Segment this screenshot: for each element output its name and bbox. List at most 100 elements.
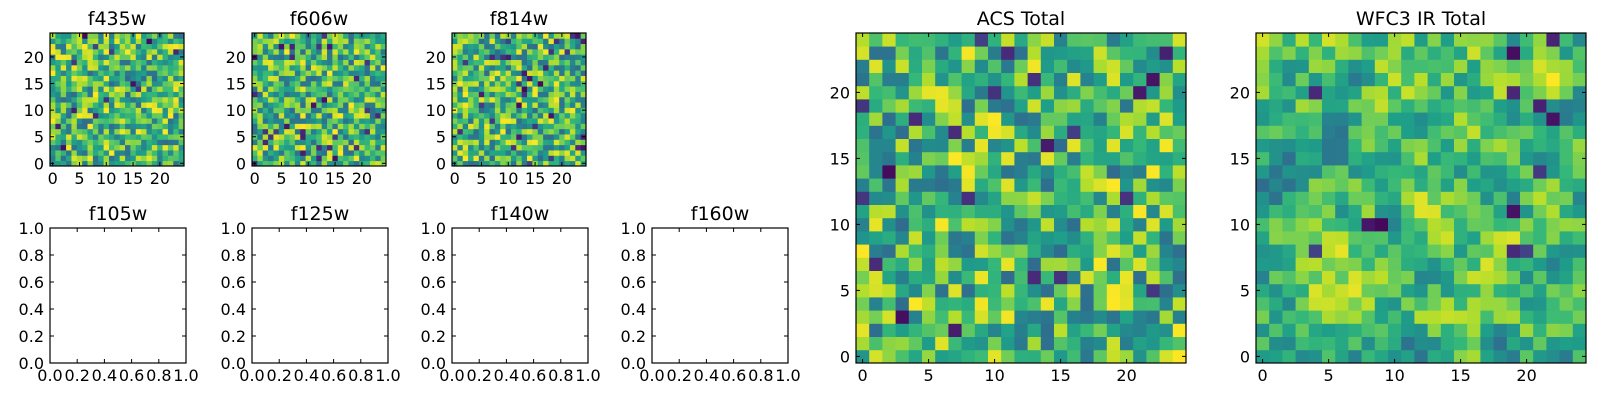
heatmap-cell: [1080, 165, 1094, 179]
heatmap-cell: [1040, 46, 1055, 60]
heatmap-cell: [1120, 191, 1134, 205]
heatmap-cell: [1133, 165, 1147, 179]
heatmap-cell: [484, 139, 490, 146]
heatmap-cell: [130, 102, 137, 108]
heatmap-cell: [157, 144, 163, 151]
heatmap-cell: [119, 150, 126, 156]
heatmap-cell: [1133, 191, 1147, 205]
heatmap-cell: [375, 70, 382, 76]
heatmap-cell: [1269, 310, 1283, 324]
x-tick-label: 15: [1050, 366, 1070, 385]
heatmap-cell: [343, 59, 349, 66]
heatmap-cell: [82, 91, 88, 98]
heatmap-cell: [1172, 72, 1187, 87]
heatmap-cell: [452, 59, 458, 66]
heatmap-cell: [103, 128, 110, 135]
heatmap-cell: [55, 75, 62, 82]
heatmap-cell: [961, 310, 976, 324]
heatmap-cell: [1282, 178, 1296, 192]
heatmap-cell: [922, 85, 936, 100]
heatmap-cell: [66, 75, 72, 82]
heatmap-cell: [510, 33, 517, 39]
heatmap-cell: [364, 91, 371, 98]
heatmap-cell: [369, 91, 376, 98]
heatmap-cell: [284, 75, 290, 82]
heatmap-cell: [961, 99, 976, 113]
heatmap-cell: [516, 144, 523, 151]
heatmap-cell: [60, 160, 67, 167]
heatmap-cell: [510, 144, 517, 151]
x-tick-label: 0.2: [666, 366, 691, 385]
heatmap-cell: [82, 54, 88, 60]
heatmap-cell: [856, 178, 870, 192]
heatmap-cell: [548, 91, 555, 98]
x-tick-label: 1.0: [775, 366, 800, 385]
heatmap-cell: [908, 85, 923, 100]
heatmap-cell: [1067, 178, 1081, 192]
heatmap-cell: [289, 59, 296, 66]
heatmap-cell: [125, 118, 131, 124]
x-tick-label: 0.2: [466, 366, 491, 385]
heatmap-cell: [510, 91, 517, 98]
heatmap-cell: [935, 349, 949, 364]
heatmap-cell: [146, 134, 153, 140]
heatmap-cell: [1572, 349, 1587, 364]
heatmap-cell: [452, 64, 458, 71]
heatmap-cell: [1014, 336, 1028, 351]
heatmap-cell: [935, 336, 949, 351]
heatmap-cell: [452, 139, 458, 146]
heatmap-cell: [359, 150, 365, 156]
heatmap-cell: [316, 160, 323, 167]
heatmap-cell: [268, 139, 274, 146]
heatmap-cell: [1001, 297, 1015, 311]
heatmap-cell: [895, 244, 910, 258]
heatmap-cell: [141, 80, 147, 87]
heatmap-cell: [1054, 59, 1068, 73]
heatmap-cell: [1348, 349, 1362, 364]
heatmap-cell: [457, 70, 464, 76]
heatmap-cell: [157, 107, 163, 114]
heatmap-cell: [119, 144, 126, 151]
heatmap-cell: [173, 139, 180, 146]
heatmap-cell: [82, 134, 88, 140]
heatmap-cell: [468, 80, 474, 87]
heatmap-cell: [364, 70, 371, 76]
heatmap-cell: [55, 155, 62, 162]
heatmap-cell: [1159, 46, 1174, 60]
heatmap-cell: [135, 107, 142, 114]
heatmap-cell: [468, 70, 474, 76]
heatmap-cell: [178, 48, 185, 55]
heatmap-cell: [532, 128, 539, 135]
heatmap-cell: [353, 64, 360, 71]
heatmap-cell: [1467, 112, 1481, 126]
heatmap-cell: [1493, 72, 1508, 87]
heatmap-cell: [1480, 112, 1494, 126]
heatmap-cell: [157, 48, 163, 55]
heatmap-cell: [895, 33, 910, 47]
heatmap-cell: [178, 70, 185, 76]
heatmap-cell: [1001, 72, 1015, 87]
heatmap-cell: [895, 125, 910, 139]
heatmap-cell: [484, 155, 490, 162]
heatmap-cell: [521, 48, 528, 55]
heatmap-cell: [922, 46, 936, 60]
heatmap-cell: [1454, 297, 1468, 311]
heatmap-cell: [310, 96, 317, 103]
heatmap-cell: [908, 336, 923, 351]
heatmap-cell: [1440, 191, 1455, 205]
heatmap-cell: [1361, 270, 1376, 285]
heatmap-cell: [289, 134, 296, 140]
heatmap-cell: [1480, 231, 1494, 245]
heatmap-cell: [108, 59, 115, 66]
heatmap-cell: [1388, 231, 1402, 245]
heatmap-cell: [1572, 46, 1587, 60]
heatmap-cell: [87, 91, 94, 98]
heatmap-cell: [532, 118, 539, 124]
heatmap-cell: [353, 118, 360, 124]
heatmap-cell: [1559, 204, 1574, 219]
heatmap-cell: [262, 59, 269, 66]
heatmap-cell: [173, 112, 180, 119]
heatmap-cell: [278, 134, 285, 140]
heatmap-cell: [103, 70, 110, 76]
heatmap-cell: [484, 86, 490, 92]
